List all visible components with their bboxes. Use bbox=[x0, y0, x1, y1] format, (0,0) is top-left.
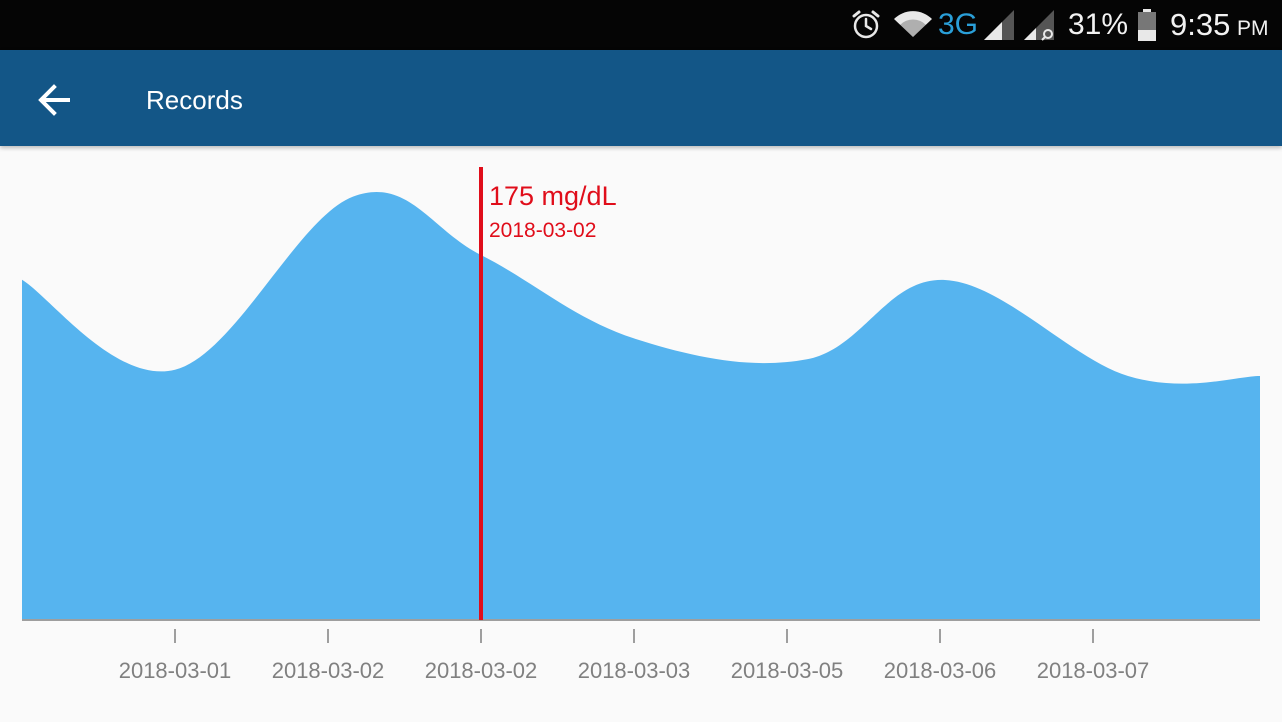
clock-time: 9:35 bbox=[1170, 7, 1231, 42]
alarm-icon bbox=[848, 0, 884, 50]
battery-percent: 31% bbox=[1068, 8, 1129, 41]
x-tick-label: 2018-03-06 bbox=[884, 658, 997, 683]
selection-date-label: 2018-03-02 bbox=[489, 219, 596, 242]
records-area-chart[interactable]: 2018-03-01 2018-03-02 2018-03-02 2018-03-03… bbox=[0, 146, 1282, 722]
signal-icon bbox=[1022, 0, 1058, 50]
app-bar: Records bbox=[0, 50, 1282, 146]
area-series bbox=[22, 191, 1260, 620]
x-tick-label: 2018-03-05 bbox=[731, 658, 844, 683]
status-bar: 3G 31% 9:35 PM bbox=[0, 0, 1282, 50]
arrow-left-icon bbox=[38, 84, 70, 116]
x-tick-label: 2018-03-02 bbox=[425, 658, 538, 683]
selection-value-label: 175 mg/dL bbox=[489, 181, 617, 211]
x-tick-label: 2018-03-01 bbox=[119, 658, 232, 683]
battery-icon bbox=[1136, 0, 1158, 50]
wifi-icon bbox=[892, 0, 934, 50]
x-tick-label: 2018-03-03 bbox=[578, 658, 691, 683]
network-type-label: 3G bbox=[938, 8, 979, 41]
back-button[interactable] bbox=[30, 76, 78, 124]
page-title: Records bbox=[146, 85, 243, 115]
clock-ampm: PM bbox=[1237, 17, 1269, 40]
x-tick-label: 2018-03-07 bbox=[1037, 658, 1150, 683]
chart-area: 2018-03-01 2018-03-02 2018-03-02 2018-03-03… bbox=[0, 146, 1282, 722]
x-tick-label: 2018-03-02 bbox=[272, 658, 385, 683]
signal-icon bbox=[982, 0, 1016, 50]
